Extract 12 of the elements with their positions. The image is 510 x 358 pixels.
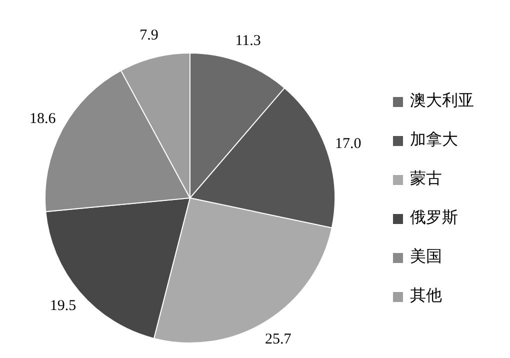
legend-label: 澳大利亚	[410, 92, 474, 110]
legend-label: 蒙古	[410, 170, 442, 188]
data-label: 19.5	[50, 298, 76, 314]
data-label: 18.6	[30, 110, 56, 127]
data-label: 7.9	[140, 28, 158, 44]
legend-label: 俄罗斯	[410, 208, 458, 227]
legend-label: 加拿大	[410, 130, 458, 149]
legend-label: 美国	[410, 248, 442, 266]
data-label: 17.0	[335, 136, 362, 152]
legend-label: 其他	[410, 286, 442, 305]
data-label: 11.3	[235, 32, 261, 49]
data-label: 25.7	[265, 331, 292, 348]
